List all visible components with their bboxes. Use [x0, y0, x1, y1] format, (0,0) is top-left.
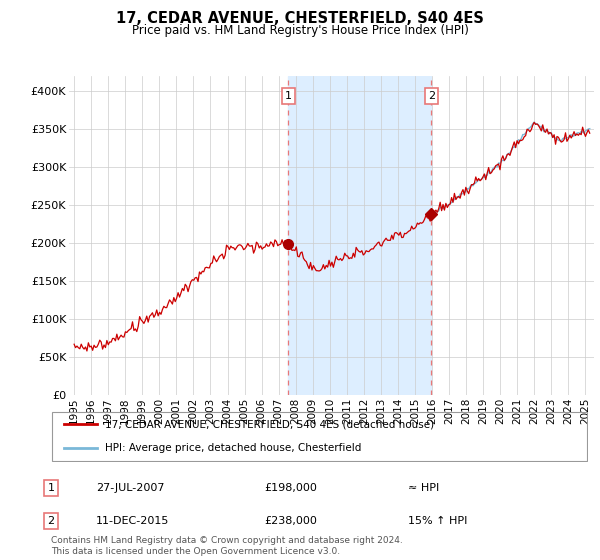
Text: 17, CEDAR AVENUE, CHESTERFIELD, S40 4ES (detached house): 17, CEDAR AVENUE, CHESTERFIELD, S40 4ES … — [105, 419, 434, 430]
Text: 1: 1 — [47, 483, 55, 493]
Text: £198,000: £198,000 — [264, 483, 317, 493]
Text: 11-DEC-2015: 11-DEC-2015 — [96, 516, 169, 526]
Bar — [289, 76, 431, 395]
Text: 17, CEDAR AVENUE, CHESTERFIELD, S40 4ES: 17, CEDAR AVENUE, CHESTERFIELD, S40 4ES — [116, 11, 484, 26]
Text: 1: 1 — [285, 91, 292, 101]
Text: £238,000: £238,000 — [264, 516, 317, 526]
Text: ≈ HPI: ≈ HPI — [408, 483, 439, 493]
Text: 27-JUL-2007: 27-JUL-2007 — [96, 483, 164, 493]
Text: 2: 2 — [428, 91, 435, 101]
Text: Price paid vs. HM Land Registry's House Price Index (HPI): Price paid vs. HM Land Registry's House … — [131, 24, 469, 36]
Text: 2: 2 — [47, 516, 55, 526]
Text: 15% ↑ HPI: 15% ↑ HPI — [408, 516, 467, 526]
Text: Contains HM Land Registry data © Crown copyright and database right 2024.
This d: Contains HM Land Registry data © Crown c… — [51, 536, 403, 556]
Text: HPI: Average price, detached house, Chesterfield: HPI: Average price, detached house, Ches… — [105, 443, 361, 453]
